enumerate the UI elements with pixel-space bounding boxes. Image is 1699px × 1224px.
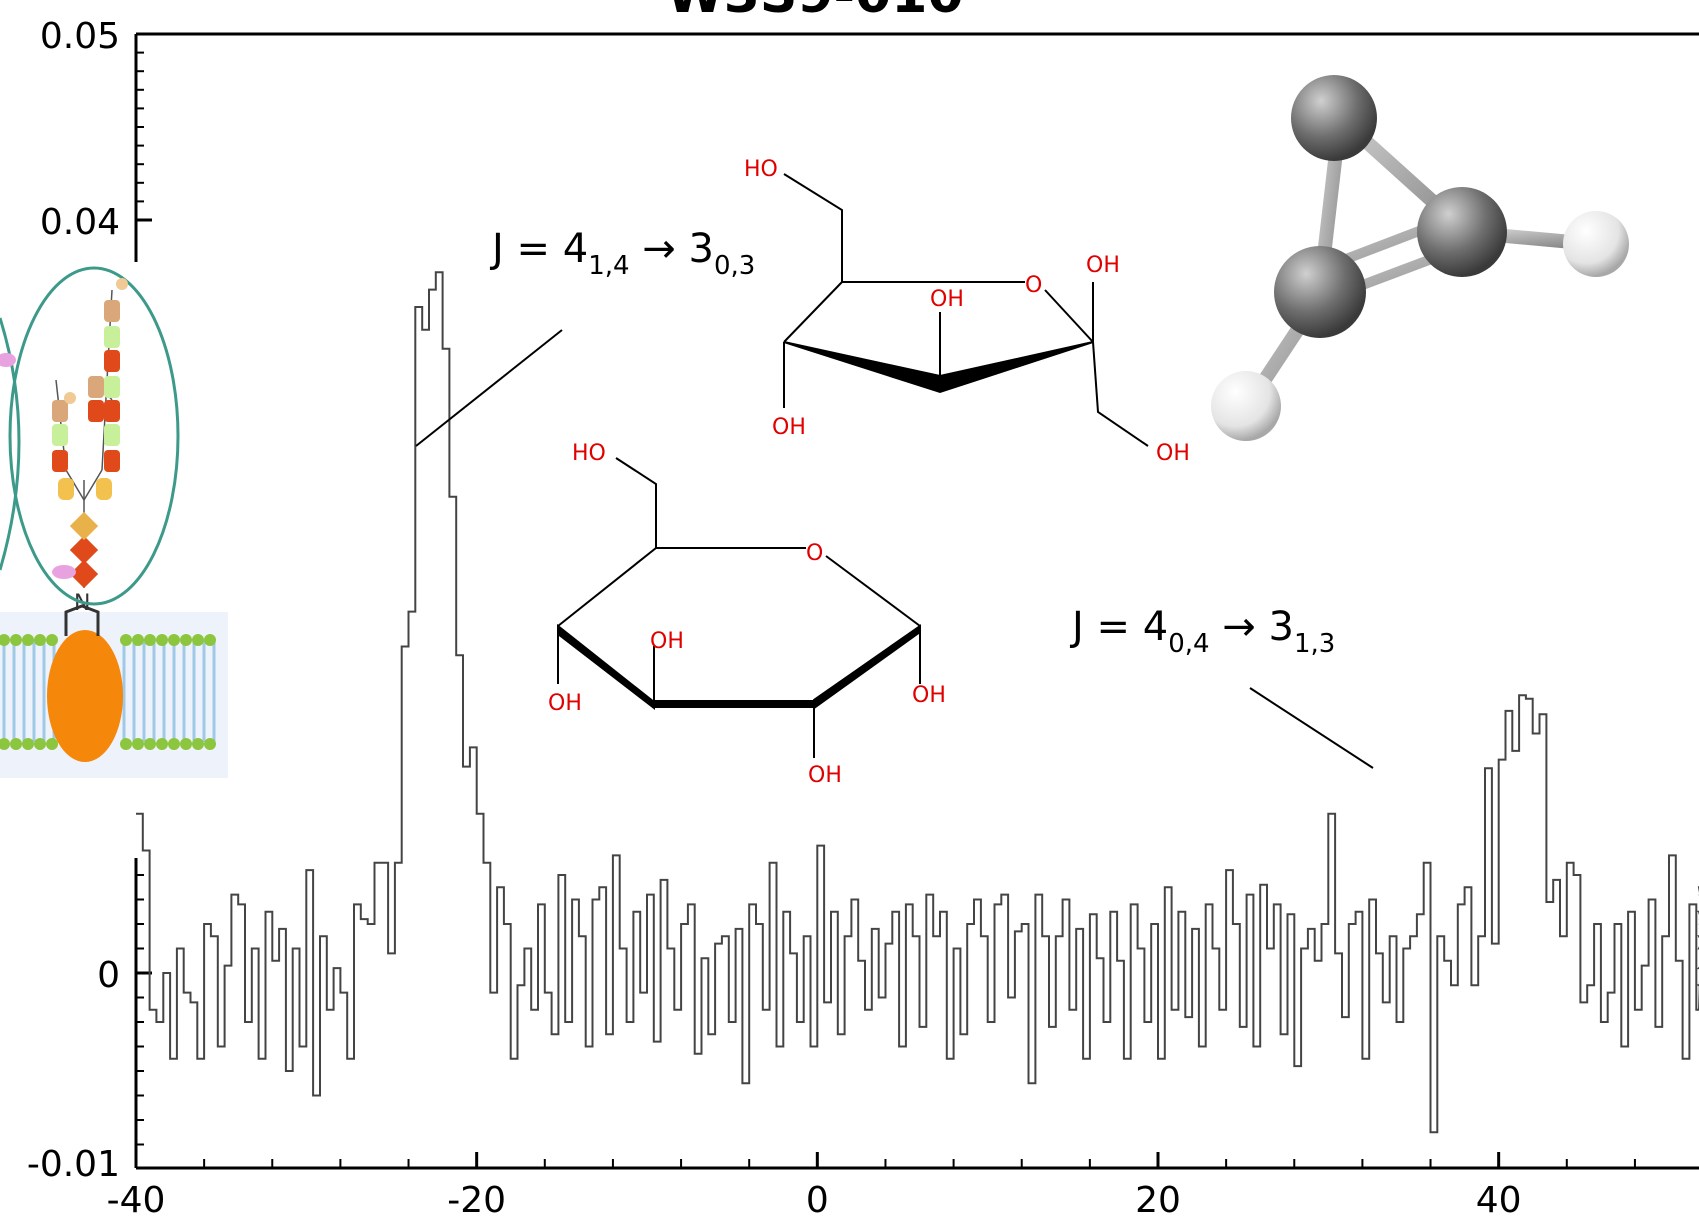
annotation-2: J = 40,4 → 31,3 [1069, 604, 1335, 659]
annotation-1: J = 41,4 → 30,3 [489, 226, 755, 281]
x-tick-label: -40 [107, 1180, 166, 1221]
fructo-label-ho-top: HO [744, 157, 778, 182]
x-tick-label: -20 [447, 1180, 506, 1221]
atom-h-left [1211, 371, 1281, 441]
atom-c-left [1274, 246, 1366, 338]
glycoprotein-inset: N [0, 266, 228, 778]
atom-h-right [1563, 211, 1629, 277]
annotation-leader-2 [1249, 687, 1374, 769]
fructo-label-oh-bottom-right: OH [1156, 441, 1190, 466]
annotation-leader-1 [415, 329, 563, 447]
glycan-residues [0, 278, 128, 589]
cyclopropene-3d-model [1211, 75, 1629, 441]
protein-ellipse [47, 630, 123, 762]
gluco-label-oh-bottom: OH [808, 763, 842, 788]
glycan-highlight-ellipse-left [0, 317, 21, 571]
fructo-label-oh-bottom-left: OH [772, 415, 806, 440]
gluco-label-oh-left: OH [548, 691, 582, 716]
y-tick-label: 0 [97, 955, 120, 996]
fructo-label-oh-mid: OH [930, 287, 964, 312]
x-tick-label: 20 [1135, 1180, 1181, 1221]
fructo-label-ring-o: O [1025, 273, 1042, 298]
atom-c-top [1291, 75, 1377, 161]
x-tick-label: 40 [1476, 1180, 1522, 1221]
y-tick-label: 0.05 [40, 16, 120, 57]
glycan-highlight-ellipse [8, 266, 180, 606]
gluco-label-ring-o: O [806, 541, 823, 566]
glucopyranose-structure [557, 457, 921, 758]
fructo-label-oh-right: OH [1086, 253, 1120, 278]
tick-labels: -40 -20 0 20 40 0.05 0.04 0 -0.01 [27, 16, 1522, 1221]
y-tick-label: -0.01 [27, 1144, 120, 1185]
spectrum-line [136, 271, 1699, 1134]
atom-c-right [1417, 187, 1507, 277]
fructofuranose-structure [783, 173, 1149, 447]
y-tick-label: 0.04 [40, 202, 120, 243]
linker [64, 604, 100, 636]
gluco-label-ho-top: HO [572, 441, 606, 466]
ticks [134, 32, 1636, 1168]
gluco-label-oh-right: OH [912, 683, 946, 708]
gluco-label-oh-mid: OH [650, 629, 684, 654]
x-tick-label: 0 [806, 1180, 829, 1221]
membrane-heads [0, 634, 216, 750]
chart-title: W3S9-010 [666, 0, 963, 25]
